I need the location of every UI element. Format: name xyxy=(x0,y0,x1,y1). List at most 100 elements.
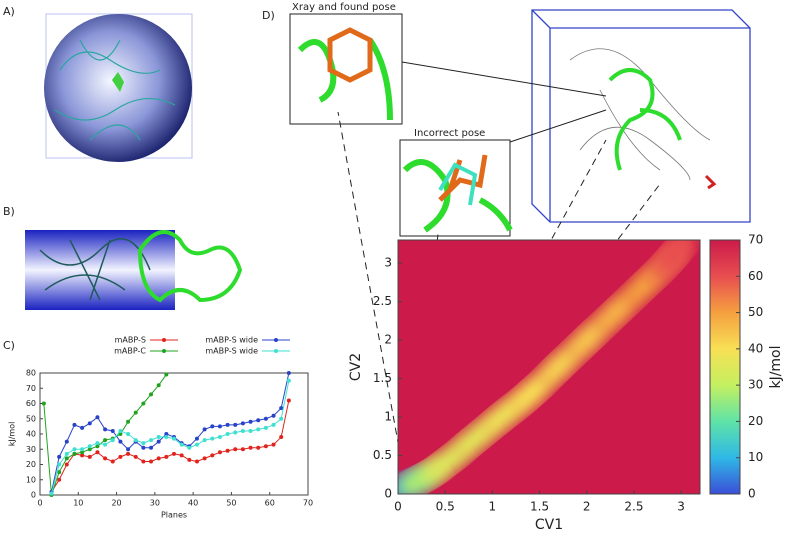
point xyxy=(164,372,169,377)
point xyxy=(133,438,138,443)
colorbar xyxy=(709,239,741,495)
point xyxy=(64,439,69,444)
point xyxy=(172,451,176,456)
point xyxy=(286,398,291,403)
point xyxy=(141,441,146,446)
colorbar-tick-label: 0 xyxy=(748,487,756,501)
legend-label: mABP-S wide xyxy=(205,347,258,356)
x-tick-label: 3 xyxy=(677,500,685,514)
point xyxy=(80,447,85,452)
y-axis-label: kJ/mol xyxy=(8,422,17,447)
legend-marker xyxy=(162,349,166,353)
point xyxy=(103,456,108,461)
point xyxy=(225,448,230,453)
point xyxy=(87,421,92,426)
point xyxy=(225,432,230,436)
point xyxy=(141,459,146,464)
point xyxy=(72,447,77,452)
point xyxy=(149,392,154,397)
point xyxy=(87,454,92,459)
point xyxy=(233,422,238,427)
point xyxy=(240,447,245,452)
y-tick-label: 3 xyxy=(384,256,392,270)
point xyxy=(141,401,146,406)
x-tick-label: 1 xyxy=(489,500,497,514)
x-tick-label: 10 xyxy=(73,499,83,508)
y-axis-label: CV2 xyxy=(348,353,364,381)
point xyxy=(57,454,62,459)
y-tick-label: 70 xyxy=(26,384,36,393)
y-tick-label: 50 xyxy=(26,414,36,423)
point xyxy=(263,416,268,421)
point xyxy=(187,457,192,462)
plot-frame xyxy=(39,372,309,496)
point xyxy=(72,422,77,427)
point xyxy=(126,432,131,436)
x-axis-label: CV1 xyxy=(535,517,563,533)
point xyxy=(156,435,161,440)
point xyxy=(133,410,138,415)
x-tick-label: 60 xyxy=(265,499,275,508)
point xyxy=(103,427,108,432)
colorbar-tick-label: 50 xyxy=(748,305,763,319)
y-tick-label: 2 xyxy=(384,333,392,347)
point xyxy=(72,451,77,456)
point xyxy=(164,432,169,436)
x-tick-label: 0.5 xyxy=(436,500,455,514)
y-tick-label: 60 xyxy=(26,399,36,408)
y-tick-label: 2.5 xyxy=(373,294,392,308)
point xyxy=(126,419,131,424)
point xyxy=(103,442,108,447)
x-tick-label: 40 xyxy=(188,499,198,508)
point xyxy=(110,459,115,464)
colorbar-tick-label: 20 xyxy=(748,414,763,428)
x-tick-label: 20 xyxy=(111,499,121,508)
series-line xyxy=(51,380,290,494)
point xyxy=(57,462,62,467)
point xyxy=(256,427,261,432)
point xyxy=(279,406,284,411)
x-tick-label: 30 xyxy=(150,499,160,508)
point xyxy=(172,436,176,441)
point xyxy=(118,439,123,444)
point xyxy=(210,453,215,458)
plot-frame xyxy=(397,239,701,495)
point xyxy=(87,447,92,452)
panel-label: A) xyxy=(3,5,15,18)
point xyxy=(80,425,85,430)
point xyxy=(240,421,245,426)
legend-marker xyxy=(274,338,278,342)
point xyxy=(248,445,253,450)
point xyxy=(95,450,100,455)
panel-label: D) xyxy=(262,9,275,22)
point xyxy=(256,418,261,423)
point xyxy=(210,436,215,441)
inset-caption: Xray and found pose xyxy=(292,2,396,13)
point xyxy=(217,435,222,440)
sphere-render xyxy=(44,13,193,162)
point xyxy=(57,477,62,482)
point xyxy=(179,453,184,458)
point xyxy=(64,451,69,456)
point xyxy=(49,491,54,496)
point xyxy=(271,442,276,447)
y-tick-label: 1.5 xyxy=(373,371,392,385)
point xyxy=(110,438,115,443)
point xyxy=(279,435,284,440)
x-tick-label: 50 xyxy=(226,499,236,508)
x-tick-label: 70 xyxy=(303,499,313,508)
point xyxy=(271,413,276,418)
point xyxy=(141,445,146,450)
y-tick-label: 0 xyxy=(31,491,36,500)
point xyxy=(41,401,46,406)
panel-label: B) xyxy=(3,205,15,218)
point xyxy=(156,383,161,388)
legend-label: mABP-C xyxy=(114,347,146,356)
point xyxy=(202,456,207,461)
colorbar-tick-label: 10 xyxy=(748,450,763,464)
series-line xyxy=(43,374,167,496)
point xyxy=(248,428,253,433)
point xyxy=(248,419,253,424)
legend-label: mABP-S xyxy=(115,336,146,345)
colorbar-tick-label: 60 xyxy=(748,269,763,283)
